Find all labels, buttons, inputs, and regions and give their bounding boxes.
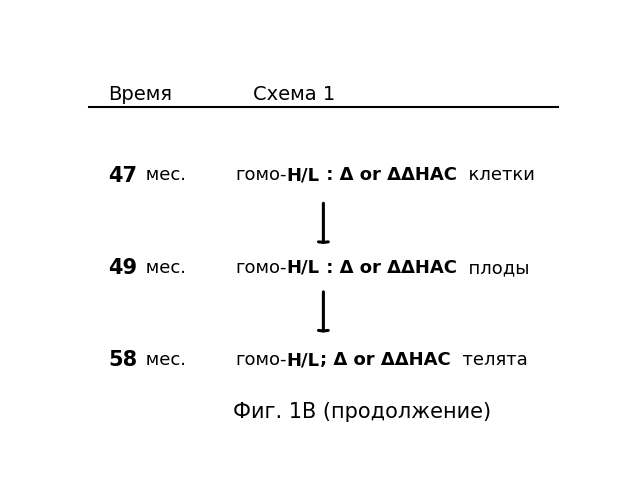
Text: мес.: мес. <box>139 166 186 184</box>
Text: гомо-: гомо- <box>235 166 287 184</box>
Text: 49: 49 <box>109 258 138 278</box>
Text: Н/L: Н/L <box>287 166 320 184</box>
Text: 58: 58 <box>109 350 138 370</box>
Text: мес.: мес. <box>140 352 186 370</box>
Text: мес.: мес. <box>140 259 186 277</box>
Text: клетки: клетки <box>457 166 534 184</box>
Text: ; Δ or ΔΔHAC: ; Δ or ΔΔHAC <box>320 352 451 370</box>
Text: Время: Время <box>109 86 172 104</box>
Text: гомо-: гомо- <box>235 352 287 370</box>
Text: Схема 1: Схема 1 <box>253 86 335 104</box>
Text: Н/L: Н/L <box>287 352 320 370</box>
Text: : Δ or ΔΔHAC: : Δ or ΔΔHAC <box>320 166 457 184</box>
Text: Н/L: Н/L <box>287 259 320 277</box>
Text: плоды: плоды <box>457 259 529 277</box>
Text: гомо-: гомо- <box>235 259 287 277</box>
Text: : Δ or ΔΔHAC: : Δ or ΔΔHAC <box>320 259 457 277</box>
Text: Фиг. 1В (продолжение): Фиг. 1В (продолжение) <box>233 402 492 422</box>
Text: телята: телята <box>451 352 528 370</box>
Text: 47: 47 <box>109 166 137 186</box>
